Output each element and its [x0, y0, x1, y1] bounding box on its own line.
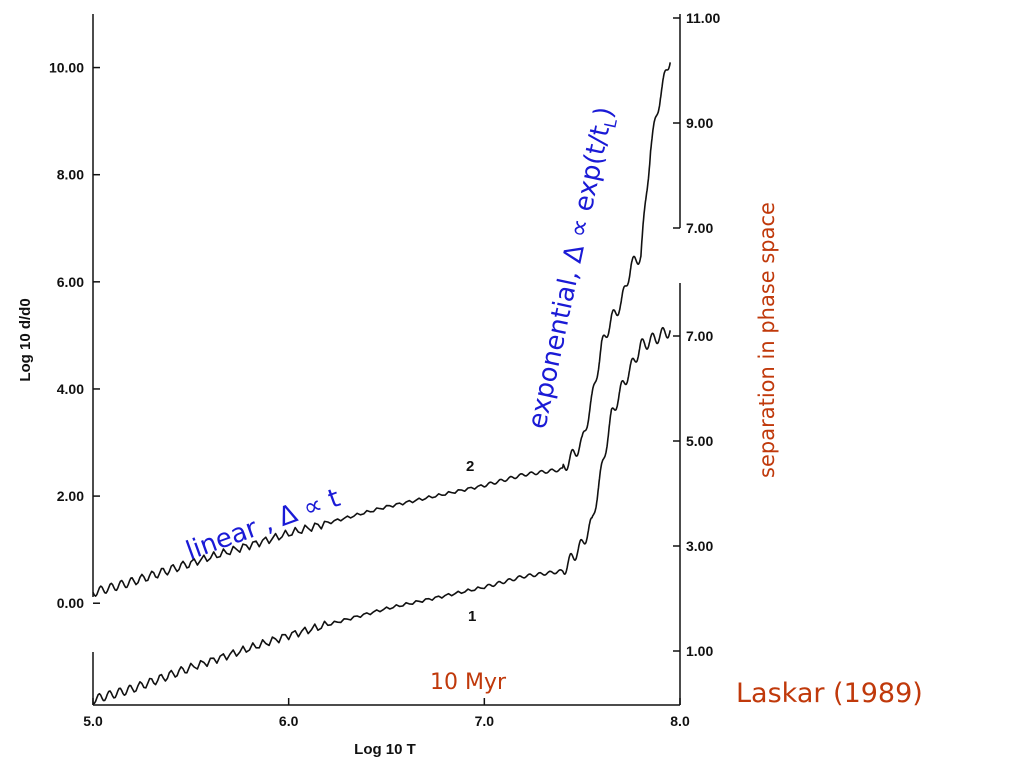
- x-tick-label: 8.0: [670, 713, 690, 729]
- ten-myr-label: 10 Myr: [430, 670, 507, 695]
- exponential-annotation-text: exponential, Δ ∝ exp(t/tL): [523, 104, 623, 432]
- exponential-prefix: exponential, Δ ∝ exp(t/t: [523, 123, 617, 432]
- right-axis-ticks: 11.00 9.00 7.00 7.00 5.00 3.00 1.00: [673, 10, 720, 659]
- axes-frame: [92, 14, 681, 706]
- series-line-2: [92, 62, 671, 597]
- x-tick-label: 7.0: [475, 713, 495, 729]
- right-tick-label: 11.00: [686, 10, 720, 26]
- x-axis-ticks: 5.0 6.0 7.0 8.0: [83, 698, 690, 729]
- x-tick-label: 6.0: [279, 713, 299, 729]
- y-tick-label: 4.00: [57, 381, 84, 397]
- series-group: [92, 62, 671, 705]
- series-line-1: [92, 326, 671, 705]
- y-tick-label: 6.00: [57, 274, 84, 290]
- y-axis-title: Log 10 d/d0: [17, 298, 34, 381]
- x-axis-title: Log 10 T: [354, 741, 416, 758]
- y-tick-label: 10.00: [49, 60, 84, 76]
- y-tick-label: 8.00: [57, 167, 84, 183]
- right-tick-label: 3.00: [686, 538, 713, 554]
- exponential-subscript: L: [600, 117, 620, 130]
- exponential-suffix: ): [589, 104, 620, 120]
- y-tick-label: 2.00: [57, 488, 84, 504]
- credit-label: Laskar (1989): [736, 678, 923, 709]
- linear-annotation: linear , Δ ∝ t: [182, 483, 344, 566]
- y-tick-label: 0.00: [57, 595, 84, 611]
- x-tick-label: 5.0: [83, 713, 103, 729]
- series-label-1: 1: [468, 608, 476, 625]
- right-tick-label: 7.00: [686, 328, 713, 344]
- y-axis-ticks: 0.00 2.00 4.00 6.00 8.00 10.00: [49, 60, 100, 611]
- exponential-annotation: exponential, Δ ∝ exp(t/tL): [523, 104, 623, 432]
- right-tick-label: 5.00: [686, 433, 713, 449]
- right-axis-title: separation in phase space: [755, 202, 779, 478]
- right-tick-label: 9.00: [686, 115, 713, 131]
- right-tick-label: 1.00: [686, 643, 713, 659]
- series-label-2: 2: [466, 458, 474, 475]
- right-tick-label: 7.00: [686, 220, 713, 236]
